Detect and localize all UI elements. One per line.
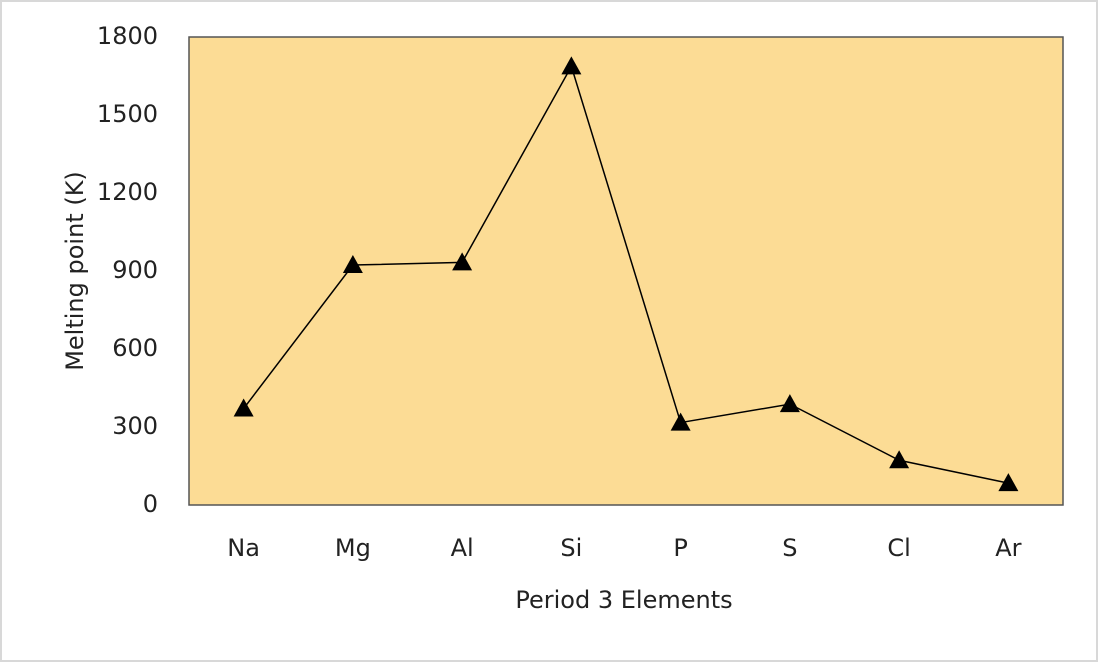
data-point	[779, 394, 800, 413]
x-tick-label: Cl	[887, 534, 910, 562]
data-point	[233, 398, 254, 417]
y-axis-title: Melting point (K)	[61, 171, 89, 371]
y-tick-label: 1800	[97, 22, 158, 50]
y-tick-label: 1500	[97, 100, 158, 128]
y-tick-label: 0	[143, 490, 158, 518]
y-tick-label: 300	[112, 412, 158, 440]
x-tick-label: P	[673, 534, 687, 562]
data-point	[561, 56, 582, 75]
x-tick-label: Al	[451, 534, 474, 562]
x-tick-label: Ar	[995, 534, 1021, 562]
y-tick-label: 900	[112, 256, 158, 284]
x-tick-label: S	[782, 534, 797, 562]
plot-area	[188, 36, 1064, 506]
y-tick-label: 600	[112, 334, 158, 362]
y-tick-label: 1200	[97, 178, 158, 206]
x-tick-label: Si	[560, 534, 582, 562]
x-axis-title: Period 3 Elements	[515, 586, 732, 614]
data-point	[998, 473, 1019, 492]
data-line	[243, 64, 1009, 484]
x-tick-label: Na	[227, 534, 260, 562]
data-point	[889, 450, 910, 469]
x-tick-label: Mg	[335, 534, 371, 562]
data-point	[342, 255, 363, 274]
data-point	[670, 412, 691, 431]
data-point	[452, 252, 473, 271]
